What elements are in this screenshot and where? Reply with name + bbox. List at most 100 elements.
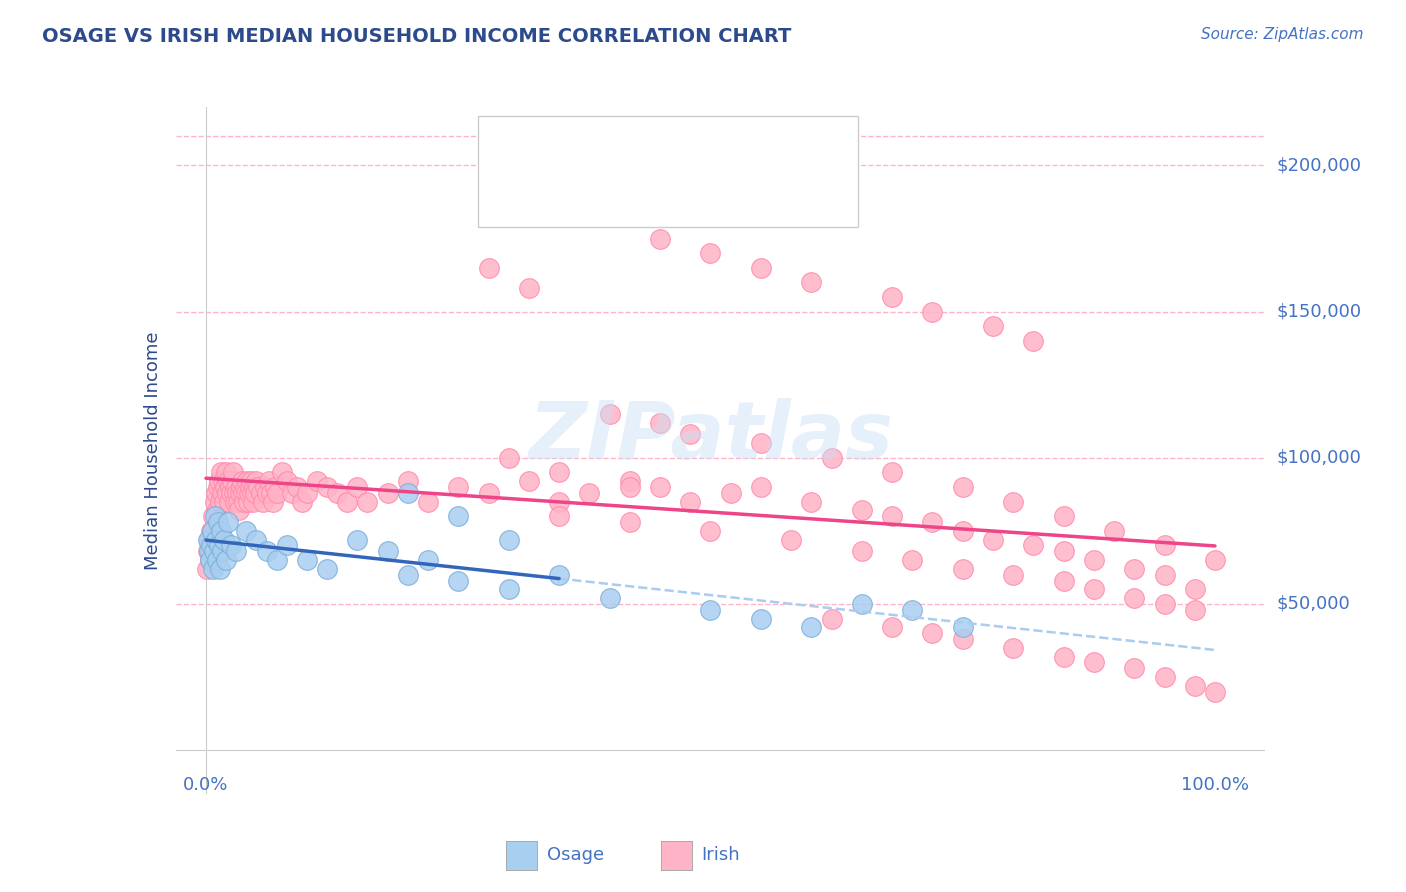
Point (619, 515, 641, 529)
Point (205, 503, 228, 517)
Point (679, 494, 702, 508)
Point (316, 480, 339, 494)
Point (231, 480, 253, 494)
Point (233, 494, 256, 508)
Point (1052, 574, 1074, 588)
Point (209, 562, 232, 576)
Text: OSAGE VS IRISH MEDIAN HOUSEHOLD INCOME CORRELATION CHART: OSAGE VS IRISH MEDIAN HOUSEHOLD INCOME C… (42, 27, 792, 45)
Point (1022, 538, 1045, 552)
Point (749, 260, 772, 275)
Point (198, 553, 221, 567)
Point (195, 562, 218, 576)
Point (326, 486, 349, 500)
Point (224, 494, 246, 508)
Text: $50,000: $50,000 (1277, 595, 1350, 613)
Point (880, 466, 903, 480)
Point (200, 524, 222, 538)
Point (226, 486, 249, 500)
Point (851, 503, 873, 517)
Text: $200,000: $200,000 (1277, 156, 1361, 175)
Point (1153, 597, 1175, 611)
Point (197, 544, 219, 558)
Point (1052, 509, 1074, 524)
Point (981, 533, 1004, 547)
Point (225, 480, 247, 494)
Point (1184, 582, 1206, 597)
Point (295, 553, 318, 567)
Point (217, 515, 239, 529)
Point (1022, 334, 1045, 348)
Point (396, 567, 419, 582)
Point (1204, 553, 1226, 567)
Point (276, 474, 298, 488)
Point (548, 494, 571, 508)
Point (245, 474, 267, 488)
Point (235, 486, 257, 500)
Point (204, 494, 226, 508)
Point (198, 533, 221, 547)
Text: $150,000: $150,000 (1277, 302, 1361, 320)
Point (1083, 582, 1105, 597)
Point (1002, 640, 1025, 655)
Point (240, 474, 263, 488)
Point (447, 509, 470, 524)
Point (699, 524, 721, 538)
Point (1052, 544, 1074, 558)
Point (253, 480, 276, 494)
Point (346, 480, 368, 494)
Point (209, 524, 232, 538)
Point (226, 494, 249, 508)
Point (231, 474, 253, 488)
Point (202, 533, 225, 547)
Text: 100.0%: 100.0% (1181, 776, 1249, 795)
Point (880, 509, 903, 524)
Point (257, 474, 280, 488)
Point (1083, 656, 1105, 670)
Point (780, 533, 803, 547)
Point (901, 553, 924, 567)
Point (211, 544, 233, 558)
Point (396, 474, 419, 488)
Text: Source: ZipAtlas.com: Source: ZipAtlas.com (1201, 27, 1364, 42)
Y-axis label: Median Household Income: Median Household Income (143, 331, 162, 570)
Point (800, 494, 823, 508)
Point (800, 276, 823, 290)
Point (236, 474, 259, 488)
Point (447, 480, 470, 494)
Point (498, 450, 520, 465)
Point (238, 494, 260, 508)
Point (202, 544, 225, 558)
Point (1184, 603, 1206, 617)
Point (228, 503, 250, 517)
Point (599, 591, 621, 605)
Point (201, 538, 224, 552)
Point (517, 474, 540, 488)
Point (699, 603, 721, 617)
Point (215, 466, 238, 480)
Point (242, 494, 264, 508)
Point (208, 474, 231, 488)
Point (517, 281, 540, 295)
Point (295, 486, 318, 500)
Point (209, 494, 232, 508)
Point (1204, 684, 1226, 698)
Point (239, 480, 262, 494)
Point (285, 480, 308, 494)
Point (205, 486, 228, 500)
Point (599, 407, 621, 421)
Point (259, 486, 281, 500)
Point (356, 494, 378, 508)
Point (952, 620, 974, 634)
Point (1123, 591, 1146, 605)
Point (217, 474, 239, 488)
Point (245, 533, 267, 547)
Point (749, 480, 772, 494)
Point (211, 486, 233, 500)
Point (1184, 679, 1206, 693)
Text: $100,000: $100,000 (1277, 449, 1361, 467)
Text: Irish: Irish (702, 847, 740, 864)
Point (243, 480, 266, 494)
Point (921, 304, 943, 318)
Point (548, 466, 571, 480)
Point (477, 260, 499, 275)
